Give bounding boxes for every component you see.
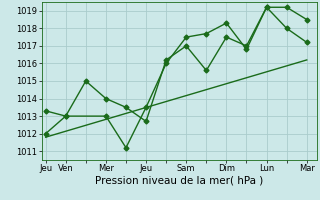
X-axis label: Pression niveau de la mer( hPa ): Pression niveau de la mer( hPa ) <box>95 176 263 186</box>
